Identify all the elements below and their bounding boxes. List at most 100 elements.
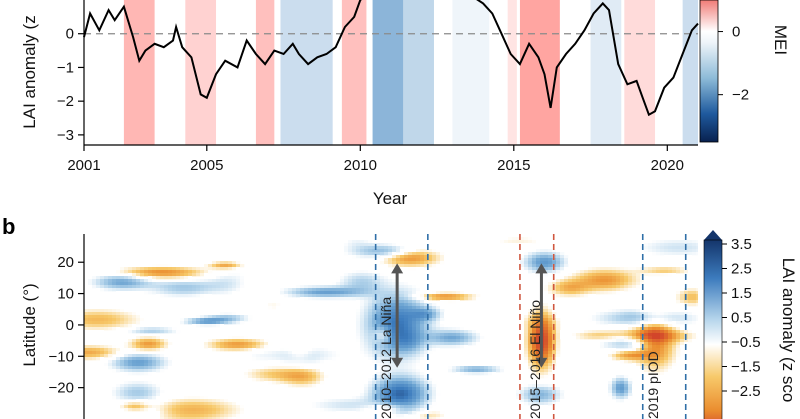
heatmap-cell — [664, 345, 669, 349]
heatmap-cell — [360, 342, 365, 346]
heatmap-cell — [364, 357, 369, 361]
heatmap-cell — [284, 378, 289, 382]
heatmap-cell — [332, 282, 337, 286]
heatmap-cell — [284, 294, 289, 298]
heatmap-cell — [164, 417, 169, 419]
heatmap-cell — [528, 324, 533, 328]
heatmap-cell — [220, 279, 225, 283]
heatmap-cell — [364, 297, 369, 301]
heatmap-cell — [168, 276, 173, 280]
heatmap-cell — [432, 414, 437, 418]
heatmap-cell — [84, 321, 89, 325]
heatmap-cell — [212, 339, 217, 343]
heatmap-cell — [628, 342, 633, 346]
heatmap-cell — [532, 354, 537, 358]
heatmap-cell — [332, 354, 337, 358]
heatmap-cell — [108, 309, 113, 313]
heatmap-cell — [388, 351, 393, 355]
heatmap-cell — [404, 288, 409, 292]
heatmap-cell — [136, 282, 141, 286]
heatmap-cell — [616, 270, 621, 274]
heatmap-cell — [432, 255, 437, 259]
mei-colorbar-tick-label: −2 — [732, 87, 749, 104]
heatmap-cell — [124, 291, 129, 295]
heatmap-cell — [348, 282, 353, 286]
heatmap-cell — [364, 309, 369, 313]
heatmap-cell — [152, 282, 157, 286]
heatmap-cell — [172, 402, 177, 406]
heatmap-cell — [440, 309, 445, 313]
heatmap-cell — [456, 345, 461, 349]
heatmap-cell — [160, 342, 165, 346]
heatmap-cell — [104, 282, 109, 286]
heatmap-cell — [468, 339, 473, 343]
heatmap-cell — [404, 348, 409, 352]
heatmap-cell — [420, 261, 425, 265]
heatmap-cell — [116, 312, 121, 316]
heatmap-cell — [388, 405, 393, 409]
heatmap-cell — [436, 411, 441, 415]
heatmap-cell — [224, 285, 229, 289]
heatmap-cell — [548, 327, 553, 331]
heatmap-cell — [96, 282, 101, 286]
heatmap-cell — [616, 336, 621, 340]
heatmap-cell — [364, 396, 369, 400]
heatmap-cell — [688, 321, 693, 325]
heatmap-cell — [196, 396, 201, 400]
heatmap-cell — [440, 255, 445, 259]
heatmap-cell — [268, 306, 273, 310]
heatmap-cell — [124, 279, 129, 283]
heatmap-cell — [416, 309, 421, 313]
heatmap-cell — [632, 288, 637, 292]
heatmap-cell — [324, 285, 329, 289]
heatmap-cell — [216, 279, 221, 283]
heatmap-cell — [528, 237, 533, 241]
heatmap-cell — [372, 291, 377, 295]
heatmap-cell — [208, 279, 213, 283]
heatmap-cell — [116, 285, 121, 289]
heatmap-cell — [272, 351, 277, 355]
heatmap-cell — [632, 282, 637, 286]
heatmap-cell — [388, 390, 393, 394]
heatmap-cell — [384, 387, 389, 391]
heatmap-cell — [368, 336, 373, 340]
heatmap-cell — [676, 351, 681, 355]
heatmap-cell — [216, 261, 221, 265]
heatmap-cell — [416, 399, 421, 403]
heatmap-cell — [412, 381, 417, 385]
heatmap-cell — [604, 288, 609, 292]
heatmap-cell — [416, 303, 421, 307]
heatmap-cell — [388, 381, 393, 385]
heatmap-cell — [424, 321, 429, 325]
heatmap-cell — [384, 354, 389, 358]
heatmap-cell — [120, 288, 125, 292]
heatmap-cell — [420, 249, 425, 253]
heatmap-cell — [628, 330, 633, 334]
heatmap-cell — [132, 282, 137, 286]
heatmap-cell — [184, 276, 189, 280]
heatmap-cell — [116, 321, 121, 325]
heatmap-cell — [312, 384, 317, 388]
heatmap-cell — [140, 348, 145, 352]
heatmap-cell — [148, 393, 153, 397]
heatmap-cell — [676, 246, 681, 250]
heatmap-cell — [652, 363, 657, 367]
heatmap-cell — [104, 312, 109, 316]
heatmap-cell — [208, 396, 213, 400]
heatmap-cell — [392, 318, 397, 322]
heatmap-cell — [332, 288, 337, 292]
heatmap-cell — [188, 291, 193, 295]
heatmap-cell — [420, 303, 425, 307]
heatmap-cell — [588, 282, 593, 286]
heatmap-cell — [556, 387, 561, 391]
heatmap-cell — [636, 321, 641, 325]
heatmap-cell — [236, 345, 241, 349]
heatmap-cell — [112, 360, 117, 364]
heatmap-cell — [404, 345, 409, 349]
heatmap-cell — [384, 390, 389, 394]
heatmap-cell — [136, 279, 141, 283]
heatmap-cell — [160, 360, 165, 364]
heatmap-cell — [648, 342, 653, 346]
heatmap-cell — [656, 348, 661, 352]
heatmap-cell — [636, 312, 641, 316]
